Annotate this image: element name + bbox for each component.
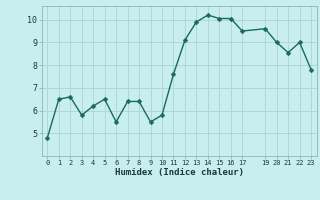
- X-axis label: Humidex (Indice chaleur): Humidex (Indice chaleur): [115, 168, 244, 177]
